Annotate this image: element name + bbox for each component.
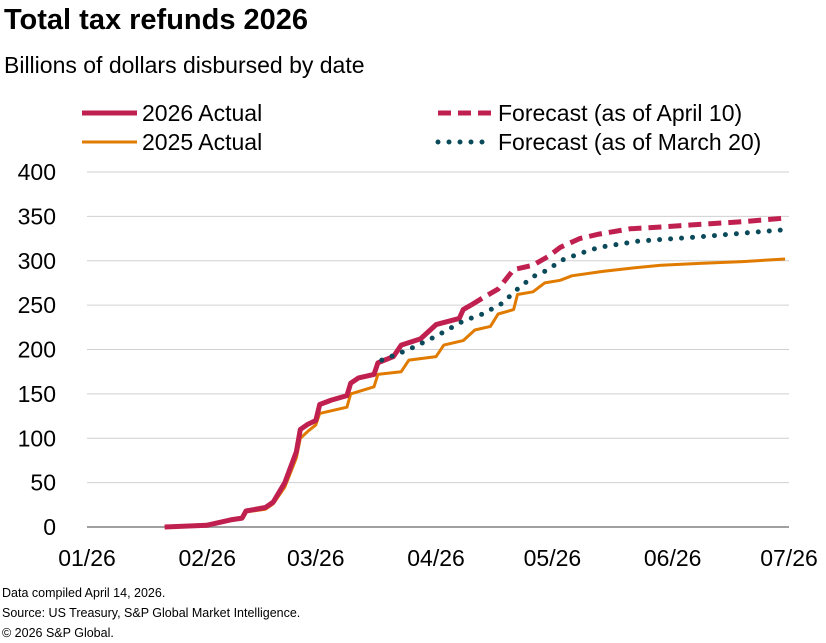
series-line-2026-actual: [164, 302, 473, 530]
x-tick-label: 01/26: [58, 545, 116, 571]
line-chart: 0 50 100 150 200 250 300 350 400 01/26 02/26 03/26 0…: [18, 100, 818, 571]
y-tick-label: 150: [18, 381, 56, 407]
series-line-forecast-as-of-march-20: [379, 227, 788, 363]
footer-source: Source: US Treasury, S&P Global Market I…: [2, 606, 301, 620]
legend-label: 2026 Actual: [142, 100, 262, 126]
series-line-forecast-as-of-april-10: [469, 215, 786, 308]
y-tick-label: 200: [18, 337, 56, 363]
legend-label: 2025 Actual: [142, 129, 262, 155]
x-tick-label: 04/26: [407, 545, 465, 571]
x-tick-label: 07/26: [760, 545, 818, 571]
x-tick-label: 05/26: [524, 545, 582, 571]
y-tick-label: 300: [18, 248, 56, 274]
y-tick-label: 400: [18, 159, 56, 185]
chart-subtitle: Billions of dollars disbursed by date: [4, 52, 365, 78]
y-tick-label: 250: [18, 292, 56, 318]
legend-label: Forecast (as of April 10): [498, 100, 742, 126]
x-tick-label: 06/26: [644, 545, 702, 571]
y-tick-label: 0: [43, 514, 56, 540]
y-tick-label: 50: [30, 470, 56, 496]
x-tick-label: 02/26: [178, 545, 236, 571]
chart-title: Total tax refunds 2026: [4, 4, 309, 36]
y-tick-label: 350: [18, 203, 56, 229]
footer-compiled: Data compiled April 14, 2026.: [2, 586, 166, 600]
series-line-2025-actual: [164, 257, 786, 529]
legend-label: Forecast (as of March 20): [498, 129, 761, 155]
y-tick-label: 100: [18, 425, 56, 451]
x-tick-label: 03/26: [287, 545, 345, 571]
footer-copyright: © 2026 S&P Global.: [2, 626, 114, 640]
